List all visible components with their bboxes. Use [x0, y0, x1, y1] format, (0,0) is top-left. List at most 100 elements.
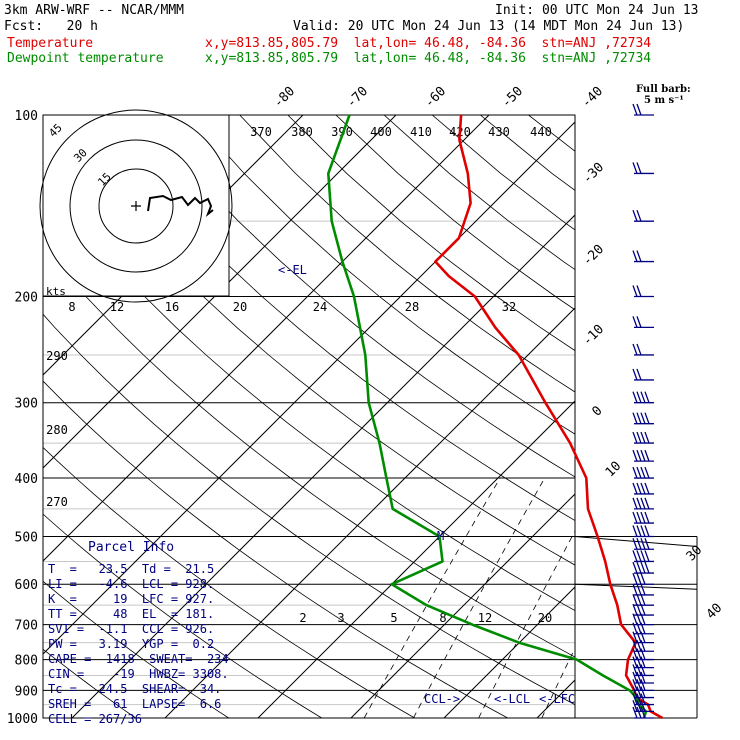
hodograph-trace [147, 194, 214, 218]
dry-adiabat [721, 115, 740, 718]
pressure-tick-label: 800 [15, 654, 38, 669]
parcel-row: PW = 3.19 YGP = 0.2 [48, 637, 215, 651]
isotherm-label: -80 [271, 84, 298, 111]
dewpoint-legend-label: Dewpoint temperature [7, 51, 164, 66]
isotherm-line [43, 121, 575, 655]
hodograph-ring [98, 168, 174, 244]
barb-region-edge [574, 535, 698, 547]
isotherm-label: 10 [603, 459, 625, 481]
sounding-annotation: CCL-> [424, 692, 460, 706]
mixing-ratio-label: 16 [165, 300, 179, 314]
isotherm-label: -10 [580, 322, 607, 349]
pressure-tick-label: 100 [15, 109, 38, 124]
wind-barb [632, 209, 654, 222]
parcel-info-title: Parcel Info [88, 540, 175, 555]
mixing-ratio-label: 24 [313, 300, 327, 314]
theta-label: 410 [410, 125, 432, 139]
wind-barb [632, 679, 654, 692]
wind-barb [632, 343, 654, 356]
hodograph-center-mark [131, 201, 141, 211]
barb-legend-title: Full barb: [636, 84, 691, 95]
mixing-ratio-label: 8 [439, 611, 446, 625]
theta-label: 380 [291, 125, 313, 139]
temperature-location: x,y=813.85,805.79 lat,lon= 46.48, -84.36… [205, 36, 652, 51]
mixing-ratio-label: 2 [299, 611, 306, 625]
dry-adiabat [43, 513, 322, 718]
isotherm-line [443, 586, 575, 718]
wind-barb [632, 482, 654, 495]
wind-barb [632, 162, 654, 175]
theta-label: 370 [250, 125, 272, 139]
parcel-row: T = 23.5 Td = 21.5 [48, 562, 215, 576]
dry-adiabat [43, 580, 229, 718]
mixing-ratio-label: 32 [502, 300, 516, 314]
temperature-legend-label: Temperature [7, 36, 94, 51]
isotherm-line [723, 115, 740, 718]
parcel-row: CAPE = 1418 SWEAT= 234 [48, 652, 229, 666]
parcel-row: SREH = 61 LAPSE= 6.6 [48, 697, 222, 711]
wind-barb [632, 466, 654, 479]
sounding-annotation: M [437, 529, 444, 543]
wind-barb [632, 412, 654, 425]
wind-barb [632, 656, 654, 669]
theta-label: 290 [46, 349, 68, 363]
isotherm-label: -20 [580, 242, 607, 269]
forecast-hour: Fcst: 20 h [4, 19, 98, 34]
theta-label: 430 [488, 125, 510, 139]
theta-label: 270 [46, 495, 68, 509]
dry-adiabat [43, 380, 508, 718]
dry-adiabat [46, 115, 575, 566]
dewpoint-location: x,y=813.85,805.79 lat,lon= 46.48, -84.36… [205, 51, 652, 66]
wind-barb [632, 511, 654, 524]
dry-adiabat [287, 115, 575, 352]
isotherm-label: -70 [344, 84, 371, 111]
mixing-ratio-label: 8 [68, 300, 75, 314]
theta-label: 280 [46, 423, 68, 437]
dewpoint-profile [327, 114, 648, 719]
parcel-row: CELL = 267/36 [48, 712, 142, 726]
dry-adiabat [43, 648, 136, 718]
hodograph-unit: kts [46, 285, 66, 298]
wind-barb [632, 593, 654, 606]
wind-barb [632, 285, 654, 298]
valid-time: Valid: 20 UTC Mon 24 Jun 13 (14 MDT Mon … [293, 19, 685, 34]
pressure-tick-label: 900 [15, 684, 38, 699]
mixing-ratio-label: 20 [538, 611, 552, 625]
dry-adiabat [480, 115, 575, 191]
wind-barb [632, 103, 654, 116]
wind-barb [632, 538, 654, 550]
dry-adiabat [43, 446, 415, 718]
wind-barb [632, 686, 654, 699]
wind-barb [632, 561, 654, 574]
parcel-row: TT = 48 EL = 181. [48, 607, 215, 621]
parcel-row: K = 19 LFC = 927. [48, 592, 215, 606]
parcel-row: SVI = -1.1 CCL = 926. [48, 622, 215, 636]
isotherm-line [257, 400, 575, 718]
mixing-ratio-line [478, 530, 575, 718]
wind-barb [632, 316, 654, 329]
wind-barb [632, 497, 654, 510]
isotherm-line [43, 115, 490, 562]
isotherm-line [350, 493, 575, 718]
mixing-ratio-label: 12 [110, 300, 124, 314]
wind-barb [632, 525, 654, 538]
mixing-ratio-label: 5 [390, 611, 397, 625]
barb-legend-unit: 5 m s⁻¹ [644, 95, 684, 106]
hodograph-ring [69, 139, 203, 273]
parcel-row: Tc = 24.5 SHEAR= 34. [48, 682, 222, 696]
mixing-ratio-label: 20 [233, 300, 247, 314]
model-title: 3km ARW-WRF -- NCAR/MMM [4, 3, 185, 18]
wind-barb [632, 700, 654, 713]
wind-barb [632, 368, 654, 381]
isotherm-label: 0 [589, 403, 605, 419]
pressure-tick-label: 400 [15, 472, 38, 487]
wind-barb [632, 706, 654, 719]
wind-barb [632, 449, 654, 462]
isotherm-line [43, 115, 397, 469]
dry-adiabat [94, 115, 575, 522]
isotherm-line [164, 307, 575, 718]
sounding-annotation: <-LCL [494, 692, 530, 706]
pressure-tick-label: 500 [15, 530, 38, 545]
